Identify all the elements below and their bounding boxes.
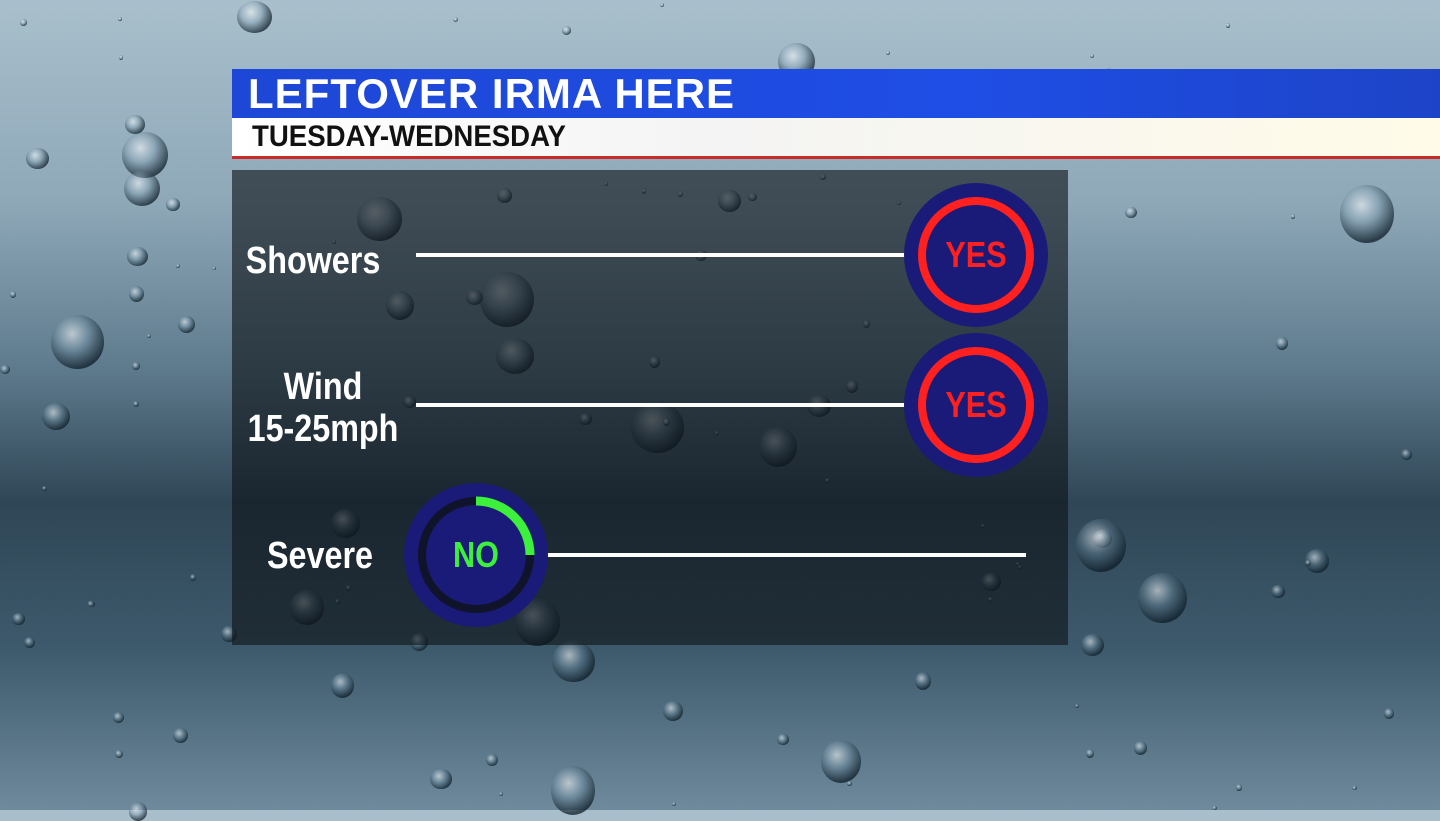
raindrop [128,802,148,821]
raindrop [237,0,272,33]
raindrop [26,147,50,169]
raindrop [1125,206,1138,219]
raindrop [131,362,140,371]
raindrop [117,17,123,22]
raindrop [10,291,17,298]
raindrop [1339,185,1395,244]
raindrop [550,766,596,815]
raindrop [146,334,152,339]
raindrop [561,25,572,36]
raindrop [820,740,862,783]
raindrop [1076,518,1126,572]
raindrop [41,402,71,431]
raindrop [173,728,189,744]
showers-answer: YES [945,234,1007,275]
raindrop [1275,336,1288,350]
wind-label: Wind 15-25mph [234,366,413,450]
raindrop [453,17,459,23]
raindrop [12,612,25,626]
raindrop [1304,559,1312,567]
raindrop [499,791,504,796]
raindrop [124,170,160,206]
raindrop [211,266,216,271]
raindrop [119,55,124,60]
severe-line [546,553,1026,557]
showers-label: Showers [245,240,381,282]
severe-answer: NO [453,534,499,575]
raindrop [24,636,36,649]
raindrop [127,247,148,267]
wind-yes-badge: YES [904,333,1048,477]
raindrop [552,640,595,683]
wind-answer: YES [945,384,1007,425]
raindrop [486,753,498,766]
raindrop [1225,23,1230,28]
showers-line [416,253,906,257]
headline: LEFTOVER IRMA HERE [248,70,736,117]
raindrop [175,263,180,268]
raindrop [42,486,48,491]
raindrop [663,701,684,722]
raindrop [178,316,196,334]
raindrop [1383,708,1395,720]
raindrop [166,197,180,212]
raindrop [1400,449,1412,460]
severe-no-badge: NO [404,483,548,627]
raindrop [1236,784,1243,791]
wind-label-line2: 15-25mph [247,408,399,450]
raindrop [430,768,452,790]
raindrop [133,400,140,407]
date-range: TUESDAY-WEDNESDAY [252,120,566,153]
raindrop [50,315,105,369]
subtitle-bar: TUESDAY-WEDNESDAY [232,118,1440,159]
green-progress-arc [475,496,535,556]
raindrop [914,671,931,690]
raindrop [128,285,144,303]
wind-line [416,403,906,407]
raindrop [189,574,197,581]
raindrop [1085,748,1095,759]
red-ring [918,347,1034,463]
raindrop [1137,573,1187,624]
raindrop [777,733,789,745]
raindrop [1090,54,1095,59]
raindrop [1080,633,1104,657]
raindrop [87,600,95,608]
raindrop [1074,703,1080,708]
raindrop [114,750,123,759]
raindrop [660,2,665,7]
showers-yes-badge: YES [904,183,1048,327]
raindrop [847,781,852,786]
raindrop [1305,549,1329,573]
wind-label-line1: Wind [283,366,363,408]
raindrop [1133,740,1148,756]
title-bar: LEFTOVER IRMA HERE [232,69,1440,118]
raindrop [672,802,677,807]
raindrop [1352,785,1358,790]
raindrop [0,364,10,374]
raindrop [20,18,27,27]
severe-label: Severe [267,535,373,577]
raindrop [1211,805,1217,810]
raindrop [330,672,355,698]
raindrop [113,711,125,724]
raindrop [125,114,146,135]
raindrop [886,50,891,55]
raindrop [1270,584,1285,599]
red-ring [918,197,1034,313]
badge-center [426,505,526,605]
raindrop [1290,214,1295,219]
